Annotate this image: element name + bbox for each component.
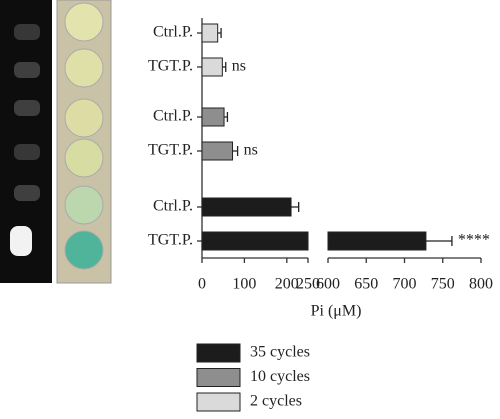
legend-swatch [196,392,241,412]
bar [201,107,225,127]
y-tick-label: TGT.P. [148,142,193,159]
legend-swatch [196,368,241,387]
annotation: ns [232,58,246,75]
x-tick-label: 800 [469,276,493,293]
error-bar [217,28,222,38]
x-tick-label: 750 [431,276,455,293]
annotation: **** [458,232,490,249]
y-tick-label: Ctrl.P. [153,24,193,41]
error-bar [291,202,300,212]
well-image [56,0,112,284]
x-tick-label: 600 [316,276,340,293]
legend-label: 10 cycles [250,368,310,385]
y-tick-label: TGT.P. [148,232,193,249]
error-bar [425,236,453,246]
x-tick-label: 250 [296,276,320,293]
x-tick-label: 650 [354,276,378,293]
x-tick-label: 700 [393,276,417,293]
bar [201,57,223,77]
bar [201,23,219,43]
y-tick-label: Ctrl.P. [153,108,193,125]
error-bar [222,62,227,72]
bar [201,141,234,161]
gel-image [0,0,52,283]
legend-swatch [196,343,241,363]
error-bar [232,146,239,156]
x-axis-title: Pi (μM) [311,303,362,320]
y-tick-label: TGT.P. [148,58,193,75]
x-tick-label: 100 [232,276,256,293]
legend-label: 35 cycles [250,344,310,361]
bar [201,231,309,251]
bar [201,197,292,217]
error-bar [224,112,229,122]
legend-label: 2 cycles [250,393,302,410]
x-tick-label: 0 [198,276,206,293]
x-tick-label: 200 [275,276,299,293]
bar [327,231,427,251]
annotation: ns [244,142,258,159]
y-tick-label: Ctrl.P. [153,198,193,215]
